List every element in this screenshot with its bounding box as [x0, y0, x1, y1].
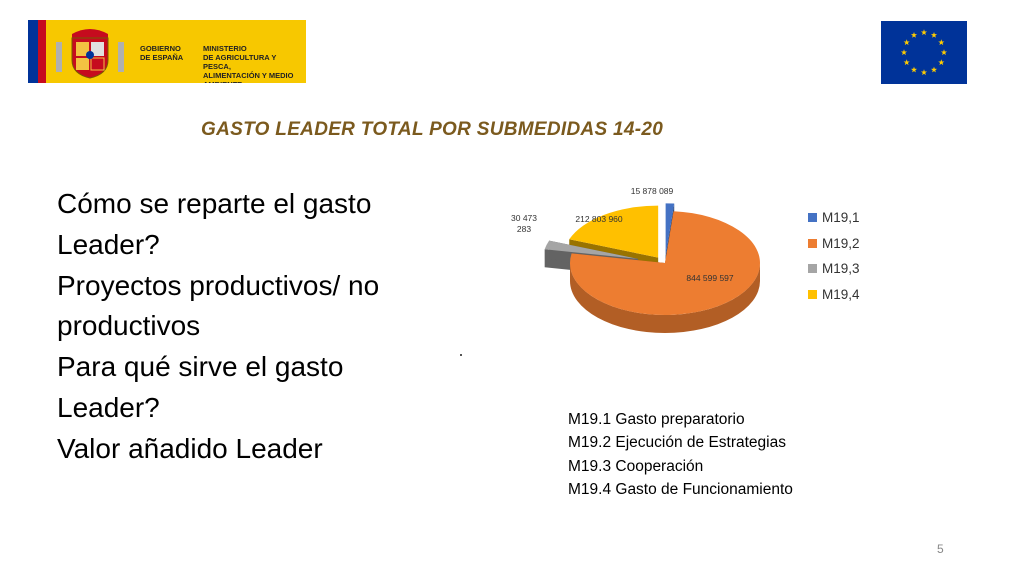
question-line: Valor añadido Leader	[57, 432, 323, 464]
pie-slice-rim	[570, 263, 760, 333]
chart-legend: M19,1 M19,2 M19,3 M19,4	[808, 205, 860, 307]
legend-item-m19-3: M19,3	[808, 256, 860, 282]
submeasure-descriptions: M19.1 Gasto preparatorio M19.2 Ejecución…	[568, 408, 793, 501]
logo-text-gobierno: GOBIERNO DE ESPAÑA	[140, 44, 184, 62]
stray-mark	[460, 354, 462, 356]
legend-swatch	[808, 238, 817, 248]
legend-label: M19,1	[822, 210, 860, 226]
pie-chart: 15 878 089 844 599 597 30 473 283 212 803 96…	[511, 186, 760, 333]
legend-item-m19-4: M19,4	[808, 282, 860, 308]
pie-slice-top	[570, 211, 760, 315]
description-line: M19.2 Ejecución de Estrategias	[568, 434, 786, 452]
logo-red-stripe	[38, 20, 46, 83]
description-line: M19.1 Gasto preparatorio	[568, 411, 745, 428]
page-number: 5	[937, 542, 944, 556]
pie-data-label: 212 803 960	[575, 214, 623, 224]
eu-star-icon	[903, 59, 910, 66]
legend-item-m19-1: M19,1	[808, 205, 860, 231]
pie-slice-top	[544, 240, 639, 259]
eu-flag-icon	[881, 21, 967, 84]
question-line: Leader?	[57, 228, 160, 260]
eu-star-icon	[938, 59, 945, 66]
description-line: M19.4 Gasto de Funcionamiento	[568, 480, 793, 498]
legend-label: M19,3	[822, 261, 860, 277]
pie-slice-top	[569, 205, 659, 258]
legend-label: M19,4	[822, 286, 860, 302]
legend-label: M19,2	[822, 235, 860, 251]
eu-star-icon	[910, 66, 918, 73]
legend-swatch	[808, 213, 817, 223]
logo-text-ministerio: MINISTERIO DE AGRICULTURA Y PESCA, ALIMENT…	[203, 44, 294, 83]
eu-star-icon	[910, 31, 918, 38]
slide-title: GASTO LEADER TOTAL POR SUBMEDIDAS 14-20	[201, 119, 664, 140]
government-logo: GOBIERNO DE ESPAÑA MINISTERIO DE AGRICULTU…	[28, 20, 306, 83]
question-list: Cómo se reparte el gasto Leader? Proyect…	[57, 184, 457, 470]
logo-blue-stripe	[28, 20, 38, 83]
coat-of-arms-icon	[56, 29, 124, 79]
question-line: Leader?	[57, 391, 160, 423]
legend-swatch	[808, 289, 817, 299]
question-line: Proyectos productivos/ no	[57, 269, 380, 301]
eu-star-icon	[930, 66, 938, 73]
eu-star-icon	[930, 31, 938, 38]
legend-item-m19-2: M19,2	[808, 231, 860, 257]
eu-star-icon	[903, 39, 910, 46]
pie-slice-top	[665, 203, 675, 256]
pie-slice-m19-2	[570, 211, 760, 333]
eu-star-icon	[900, 49, 908, 56]
pie-data-label: 15 878 089	[631, 186, 674, 196]
legend-swatch	[808, 264, 817, 274]
pie-data-label: 30 473 283	[511, 213, 537, 234]
eu-star-icon	[940, 49, 948, 56]
question-line: productivos	[57, 310, 201, 342]
pie-data-label: 844 599 597	[686, 273, 734, 283]
eu-star-icon	[938, 39, 945, 46]
eu-star-icon	[920, 69, 928, 76]
question-line: Para qué sirve el gasto	[57, 351, 344, 383]
description-line: M19.3 Cooperación	[568, 457, 704, 475]
eu-star-icon	[920, 29, 928, 36]
question-line: Cómo se reparte el gasto	[57, 188, 372, 219]
